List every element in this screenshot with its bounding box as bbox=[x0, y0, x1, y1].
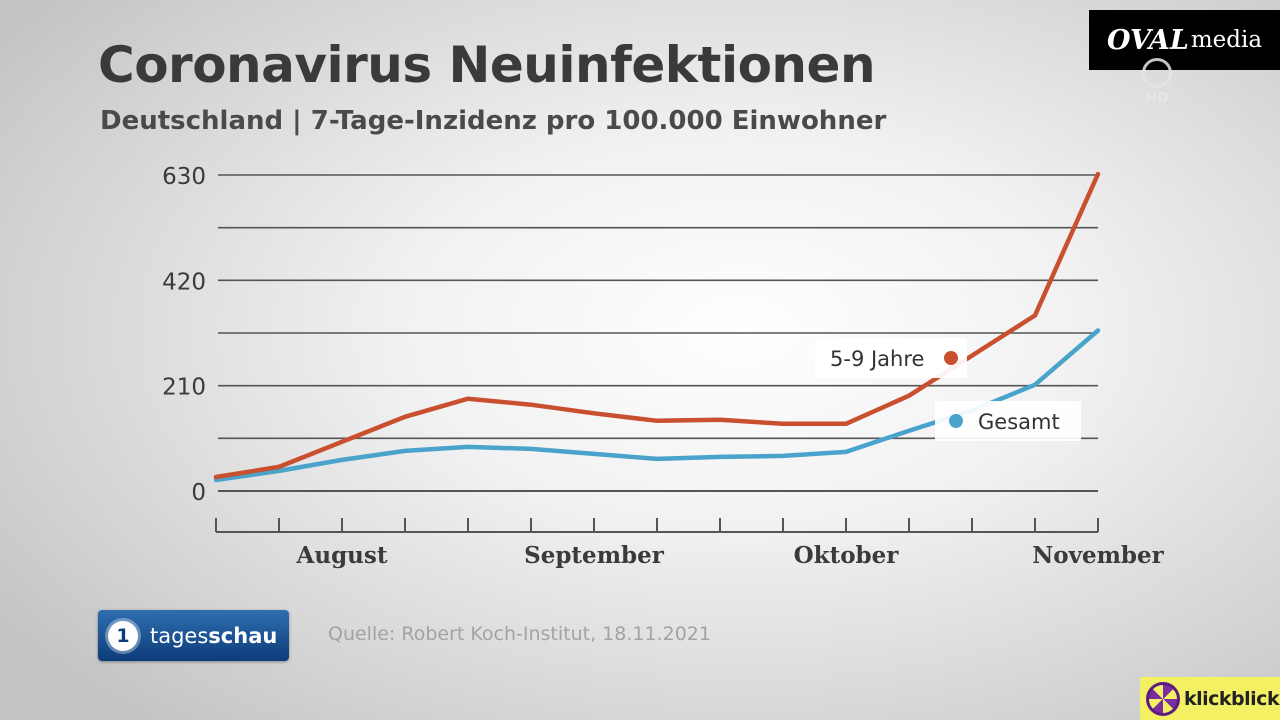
chart-title: Coronavirus Neuinfektionen bbox=[98, 36, 876, 94]
tagesschau-logo: 1 tagesschau bbox=[98, 610, 289, 661]
y-tick-label: 210 bbox=[162, 375, 206, 401]
chart-subtitle: Deutschland | 7-Tage-Inzidenz pro 100.00… bbox=[100, 106, 887, 136]
hd-text: HD bbox=[1145, 90, 1169, 106]
x-month-label: Oktober bbox=[794, 542, 900, 569]
ard-ring-icon bbox=[1142, 58, 1172, 88]
source-note: Quelle: Robert Koch-Institut, 18.11.2021 bbox=[328, 623, 711, 645]
klickblick-logo: klickblick bbox=[1140, 677, 1280, 720]
aperture-icon bbox=[1146, 681, 1180, 716]
y-tick-label: 630 bbox=[162, 164, 206, 190]
klickblick-text: klickblick bbox=[1184, 687, 1280, 710]
y-tick-label: 420 bbox=[162, 269, 206, 295]
y-axis-labels: 0 210 420 630 bbox=[162, 164, 206, 506]
y-tick-label: 0 bbox=[191, 480, 206, 506]
media-logo-text: media bbox=[1190, 27, 1263, 53]
series-labels: 5-9 Jahre Gesamt bbox=[815, 338, 1081, 441]
series-label-text: 5-9 Jahre bbox=[830, 347, 924, 371]
series-label-dot bbox=[949, 414, 963, 428]
ard-one-icon: 1 bbox=[108, 620, 138, 651]
series-label-text: Gesamt bbox=[978, 410, 1060, 434]
oval-media-logo: OVAL media bbox=[1089, 10, 1280, 70]
oval-logo-text: OVAL bbox=[1106, 24, 1189, 56]
x-month-label: November bbox=[1032, 542, 1164, 569]
x-month-label: September bbox=[524, 542, 665, 569]
x-month-label: August bbox=[296, 542, 388, 569]
ard-hd-watermark-icon: HD bbox=[1134, 58, 1180, 112]
series-label-box bbox=[815, 338, 967, 378]
gridlines bbox=[218, 174, 1098, 492]
x-axis: August September Oktober November bbox=[215, 518, 1165, 569]
series-label-dot bbox=[944, 351, 958, 365]
tagesschau-wordmark: tagesschau bbox=[150, 623, 278, 648]
